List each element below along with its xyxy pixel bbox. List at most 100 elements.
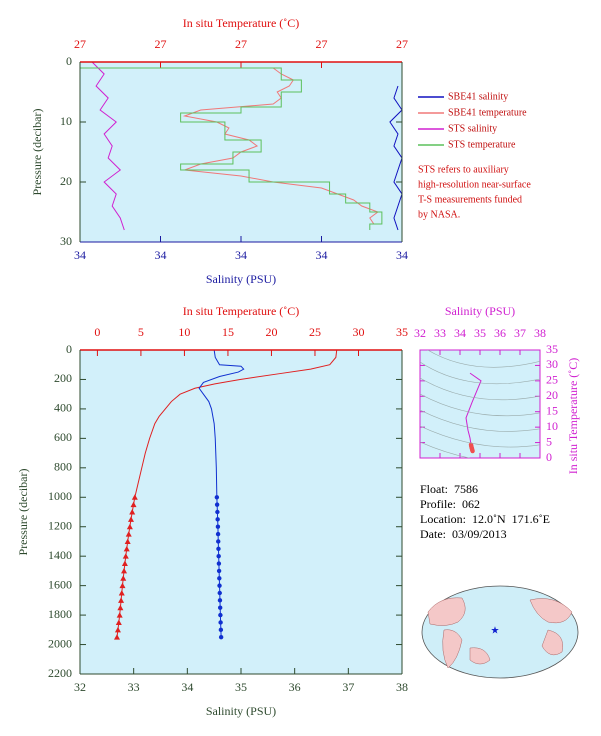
y-tick-label: 1800 [48,607,72,621]
triangle-marker [120,575,127,581]
map-land [427,597,466,626]
circle-marker [217,590,222,596]
circle-marker [216,539,221,544]
contour [420,393,540,417]
profile-line [182,67,379,225]
world-map: ★ [421,585,579,679]
x-tick-label: 33 [434,326,446,340]
plot-frame [419,349,541,459]
y-tick-label: 15 [546,403,558,417]
x-tick-label: 35 [235,680,247,694]
legend-label: SBE41 temperature [448,107,527,118]
y-tick-label: 2200 [48,666,72,680]
y-tick-label: 0 [546,450,552,464]
circle-marker [218,634,224,640]
triangle-marker [121,567,128,574]
y-tick-label: 800 [54,460,72,474]
x2-tick-label: 27 [396,37,408,51]
circle-marker [216,553,221,559]
y-tick-label: 0 [66,54,72,68]
contour [427,350,540,368]
legend-label: STS temperature [448,139,516,150]
triangle-marker [126,523,133,530]
x-tick-label: 38 [396,680,408,694]
info-line: Float: 7586 [420,482,478,496]
y-tick-label: 5 [546,434,552,448]
annotation: STS refers to auxiliary [418,164,509,175]
x-tick-label: 32 [74,680,86,694]
x-tick-label: 36 [494,326,506,340]
y-tick-label: 20 [60,174,72,188]
triangle-marker [124,538,131,544]
x2-tick-label: 15 [222,325,234,339]
x2-tick-label: 25 [309,325,321,339]
x2-tick-label: 27 [74,37,86,51]
circle-marker [215,517,220,522]
x-tick-label: 37 [514,326,526,340]
circle-marker [216,568,222,574]
profile-line [134,349,338,498]
x2-tick-label: 27 [316,37,328,51]
x2-axis-title: In situ Temperature (˚C) [183,16,300,30]
float-location-star: ★ [491,625,500,636]
triangle-marker [114,626,121,633]
triangle-marker [129,509,136,515]
triangle-marker [122,553,129,559]
circle-marker [216,561,222,566]
map-land [541,629,563,656]
y-tick-label: 1600 [48,577,72,591]
y-tick-label: 200 [54,371,72,385]
density-contours [420,350,540,458]
y-tick-label: 20 [546,388,558,402]
profile-line [198,349,245,498]
contour [420,377,540,401]
x-tick-label: 34 [74,248,86,262]
triangle-marker [118,597,125,603]
map-land [529,598,573,624]
profile-line [79,62,383,230]
y-tick-label: 2000 [48,636,72,650]
x2-tick-label: 20 [265,325,277,339]
circle-marker [217,576,222,581]
triangle-marker [123,545,130,552]
x-tick-label: 34 [181,680,193,694]
y-tick-label: 10 [546,419,558,433]
map-land [469,647,491,665]
y-tick-label: 35 [546,342,558,356]
x2-tick-label: 0 [94,325,100,339]
y-tick-label: 1000 [48,489,72,503]
y-tick-label: 1400 [48,548,72,562]
map-land [442,629,463,669]
legend-label: STS salinity [448,123,497,134]
circle-marker [218,627,224,633]
x2-tick-label: 27 [155,37,167,51]
circle-marker [218,620,223,625]
x-tick-label: 34 [235,248,247,262]
annotation: high-resolution near-surface [418,179,531,190]
x2-tick-label: 30 [352,325,364,339]
y-axis-title: Pressure (decibar) [30,109,44,196]
y-tick-label: 25 [546,373,558,387]
y-tick-label: 10 [60,114,72,128]
circle-marker [470,448,475,454]
legend-label: SBE41 salinity [448,91,508,102]
circle-marker [215,509,220,515]
contour [420,425,540,448]
x-tick-label: 32 [414,326,426,340]
plot-area [80,350,402,674]
triangle-marker [131,494,138,500]
y-tick-label: 1200 [48,518,72,532]
x-tick-label: 34 [396,248,408,262]
x-tick-label: 36 [289,680,301,694]
annotation: by NASA. [418,209,460,220]
triangle-marker [130,501,137,508]
y-tick-label: 400 [54,401,72,415]
x-tick-label: 33 [128,680,140,694]
circle-marker [214,502,220,507]
x-axis-title: Salinity (PSU) [206,704,276,718]
y-axis-title: In situ Temperature (˚C) [566,358,580,475]
circle-marker [218,612,223,618]
y-tick-label: 0 [66,342,72,356]
triangle-marker [125,531,132,537]
circle-marker [215,524,221,529]
